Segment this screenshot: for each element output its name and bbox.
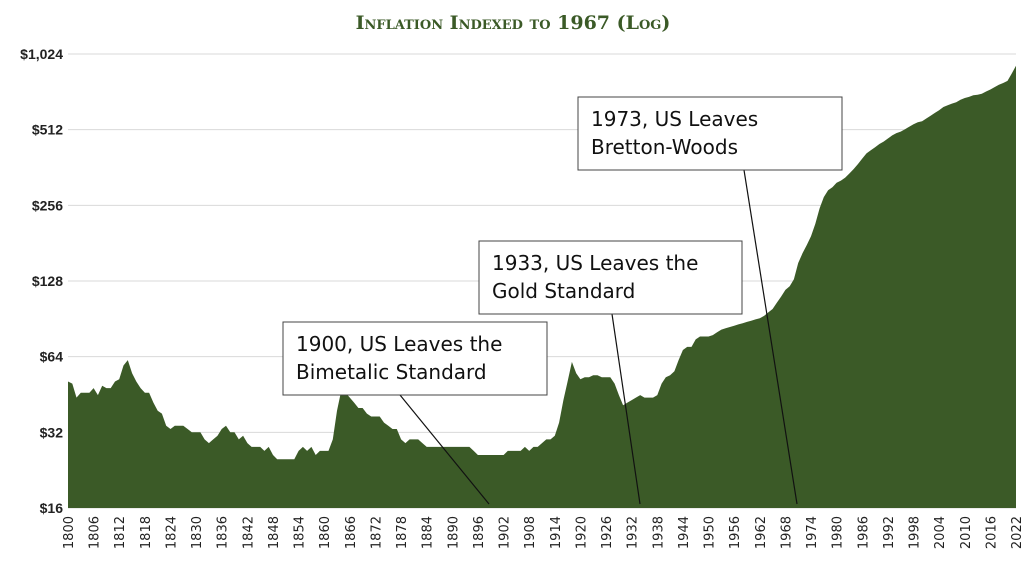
annotation-text: 1900, US Leaves the (296, 332, 502, 356)
y-tick-label: $1,024 (20, 46, 63, 62)
annotation-leader-line (399, 394, 490, 505)
annotation-1933: 1933, US Leaves the Gold Standard (478, 240, 743, 505)
annotation-text: Bretton-Woods (591, 135, 738, 159)
annotation-box (577, 96, 843, 171)
y-axis: $16 $32 $64 $128 $256 $512 $1,024 (20, 46, 63, 516)
annotation-1900: 1900, US Leaves the Bimetalic Standard (282, 321, 548, 505)
annotation-leader-line (743, 169, 798, 505)
x-tick-label: 2022 (1010, 516, 1024, 549)
x-tick-label: 1974 (805, 516, 820, 549)
annotation-1973: 1973, US Leaves Bretton-Woods (577, 96, 843, 505)
x-tick-label: 1944 (677, 516, 692, 549)
x-tick-label: 1920 (574, 516, 589, 549)
x-tick-label: 1842 (241, 516, 256, 549)
x-tick-label: 2010 (959, 516, 974, 549)
chart-title: Inflation Indexed to 1967 (Log) (356, 12, 671, 34)
x-axis: 1800 1806 1812 1818 1824 1830 1836 1842 1848 1854… (62, 516, 1024, 549)
x-tick-label: 1830 (190, 516, 205, 549)
x-tick-label: 1956 (728, 516, 743, 549)
annotation-leader-line (611, 313, 641, 505)
x-tick-label: 1968 (779, 516, 794, 549)
x-tick-label: 1824 (165, 516, 180, 549)
x-tick-label: 1884 (421, 516, 436, 549)
y-tick-label: $128 (32, 273, 63, 289)
x-tick-label: 1938 (651, 516, 666, 549)
x-tick-label: 1860 (318, 516, 333, 549)
x-tick-label: 1800 (62, 516, 77, 549)
y-tick-label: $32 (40, 424, 64, 440)
x-tick-label: 1806 (88, 516, 103, 549)
x-tick-label: 1866 (344, 516, 359, 549)
x-tick-label: 1848 (267, 516, 282, 549)
x-tick-label: 2004 (933, 516, 948, 549)
y-tick-label: $512 (32, 122, 63, 138)
annotation-text: 1973, US Leaves (591, 107, 758, 131)
annotation-text: Bimetalic Standard (296, 360, 487, 384)
x-tick-label: 1812 (113, 516, 128, 549)
x-tick-label: 1896 (472, 516, 487, 549)
x-tick-label: 1872 (370, 516, 385, 549)
x-tick-label: 1890 (446, 516, 461, 549)
x-tick-label: 1992 (882, 516, 897, 549)
annotation-text: Gold Standard (492, 279, 635, 303)
x-tick-label: 1836 (216, 516, 231, 549)
x-tick-label: 1926 (600, 516, 615, 549)
x-tick-label: 1998 (908, 516, 923, 549)
x-tick-label: 1914 (549, 516, 564, 549)
x-tick-label: 2016 (984, 516, 999, 549)
x-tick-label: 1950 (703, 516, 718, 549)
x-tick-label: 1902 (498, 516, 513, 549)
annotation-box (282, 321, 548, 396)
x-tick-label: 1932 (626, 516, 641, 549)
inflation-area-series (68, 65, 1016, 508)
x-tick-label: 1908 (523, 516, 538, 549)
annotation-text: 1933, US Leaves the (492, 251, 698, 275)
x-tick-label: 1962 (754, 516, 769, 549)
annotation-box (478, 240, 743, 315)
y-tick-label: $64 (40, 349, 64, 365)
x-tick-label: 1980 (831, 516, 846, 549)
x-tick-label: 1986 (856, 516, 871, 549)
y-tick-label: $256 (32, 197, 63, 213)
x-tick-label: 1878 (395, 516, 410, 549)
x-tick-label: 1818 (139, 516, 154, 549)
y-tick-label: $16 (40, 500, 64, 516)
x-tick-label: 1854 (293, 516, 308, 549)
